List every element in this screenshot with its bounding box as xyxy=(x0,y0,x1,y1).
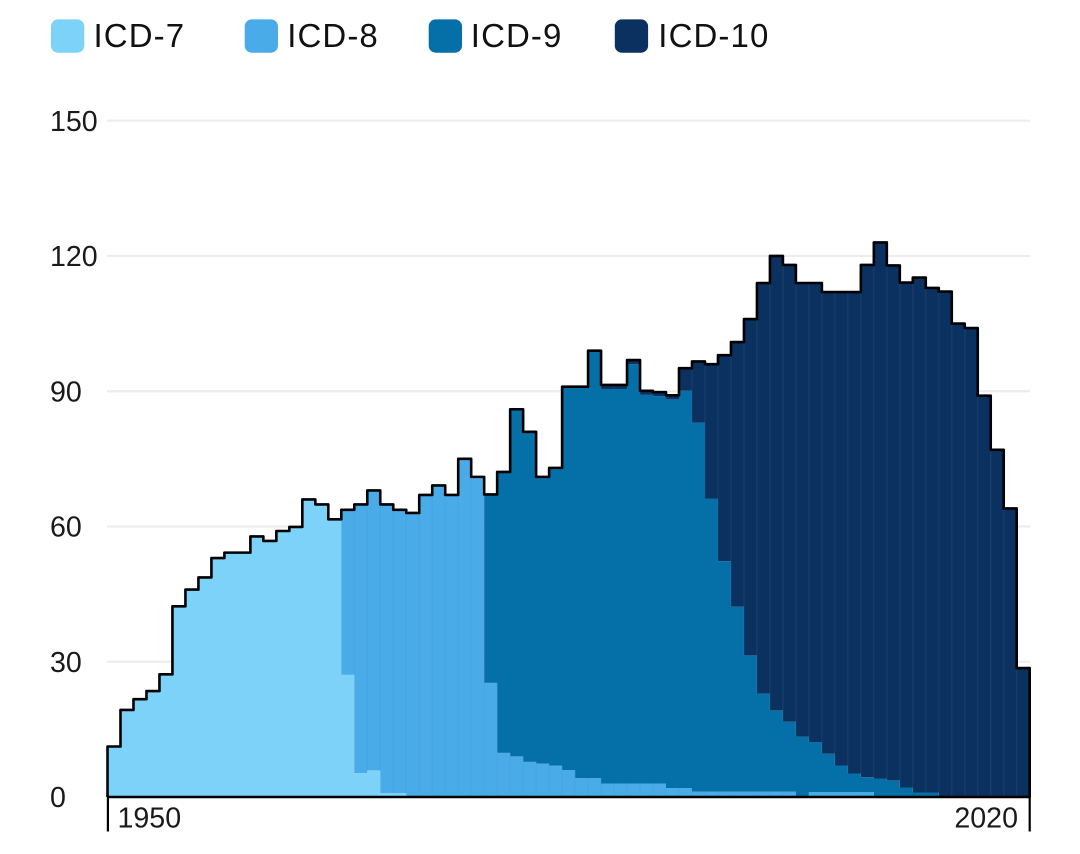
svg-text:120: 120 xyxy=(50,241,98,273)
svg-text:2020: 2020 xyxy=(954,803,1018,835)
svg-text:0: 0 xyxy=(50,782,66,814)
svg-text:ICD-8: ICD-8 xyxy=(287,17,379,54)
svg-text:ICD-7: ICD-7 xyxy=(94,17,186,54)
svg-text:ICD-10: ICD-10 xyxy=(658,17,769,54)
svg-text:60: 60 xyxy=(50,512,82,544)
svg-text:150: 150 xyxy=(50,106,98,138)
svg-text:30: 30 xyxy=(50,647,82,679)
svg-text:90: 90 xyxy=(50,376,82,408)
svg-text:1950: 1950 xyxy=(118,803,182,835)
svg-text:ICD-9: ICD-9 xyxy=(471,17,563,54)
